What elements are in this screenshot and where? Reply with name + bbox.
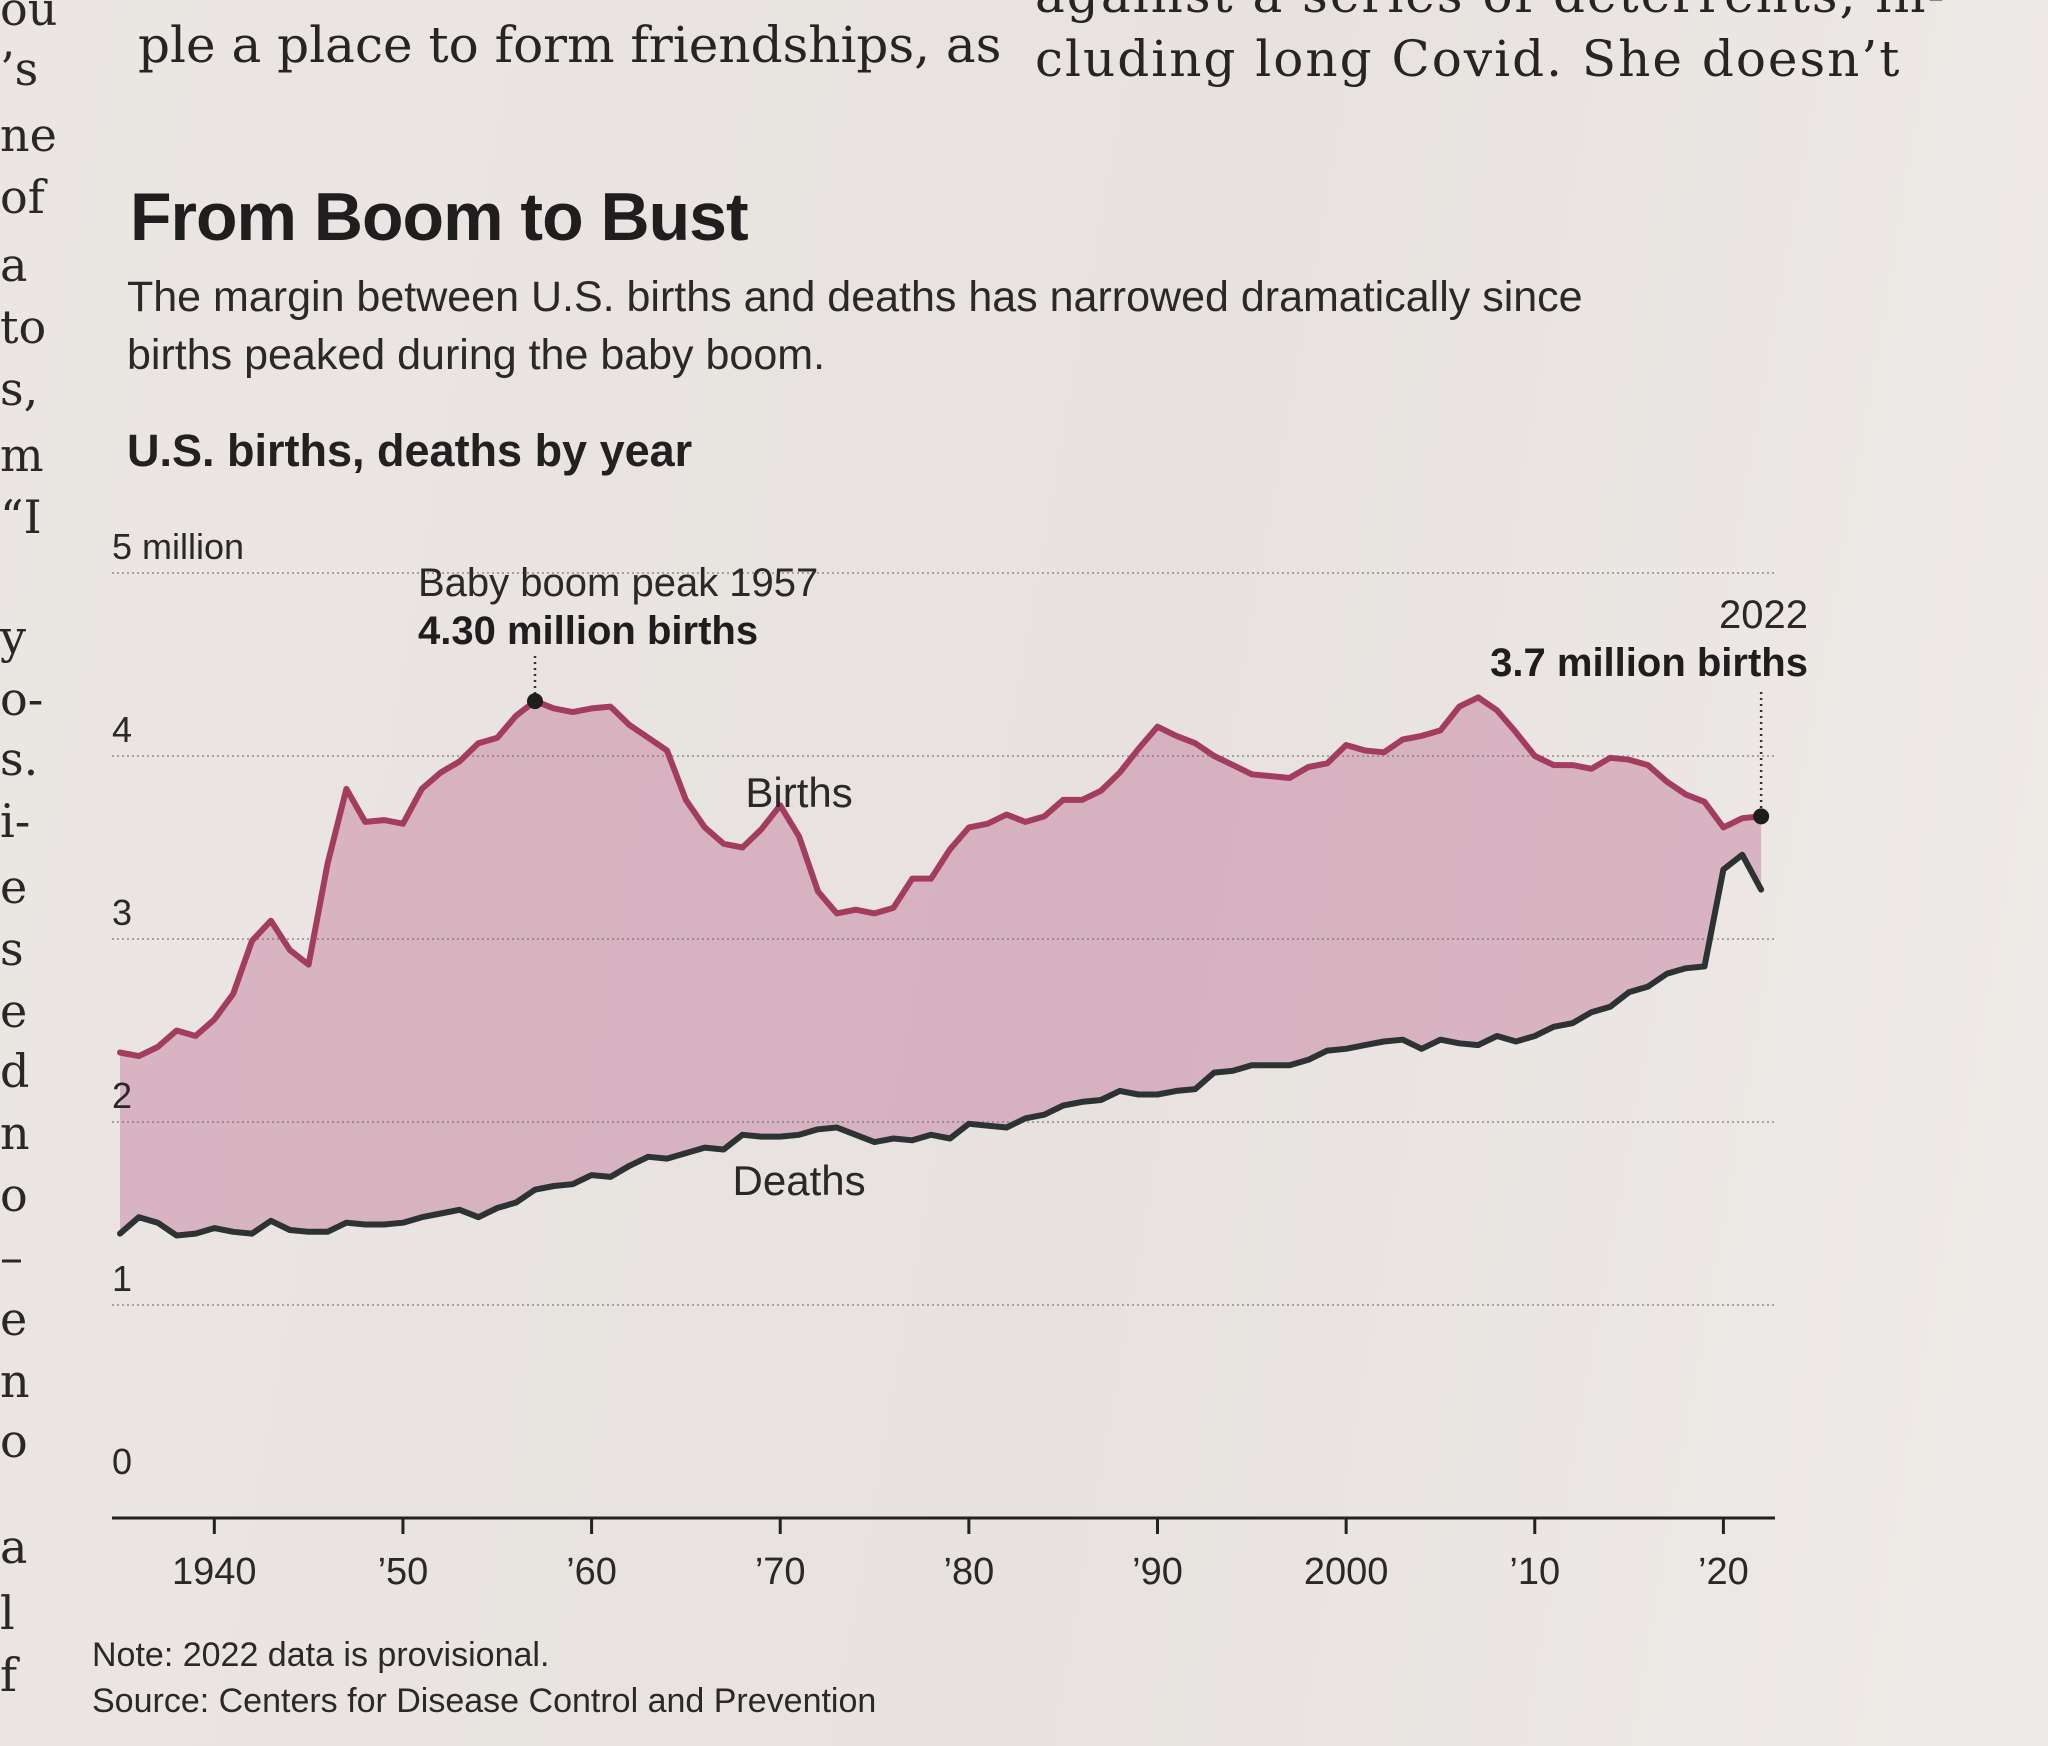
chart-heading: U.S. births, deaths by year <box>127 425 693 476</box>
article-text-right: cluding long Covid. She doesn’t <box>1035 30 1902 88</box>
left-fragment-11: s. <box>0 732 39 786</box>
latest-label-line1: 2022 <box>1719 593 1808 637</box>
left-fragment-8: “I <box>0 490 42 544</box>
left-fragment-4: a <box>0 238 28 292</box>
y-tick-label-2: 2 <box>112 1075 132 1116</box>
y-tick-label-3: 3 <box>112 892 132 933</box>
x-tick-label-1970: ’70 <box>755 1551 806 1593</box>
left-fragment-9: y <box>0 610 26 664</box>
x-tick-label-1950: ’50 <box>378 1551 429 1593</box>
y-tick-label-4: 4 <box>112 709 132 750</box>
deaths-line <box>117 851 1765 1239</box>
births-line <box>117 694 1765 1060</box>
article-text-right-cut: against a series of deterrents, in- <box>1035 0 1946 24</box>
article-text-left: ple a place to form friendships, as <box>138 16 1002 74</box>
left-fragment-18: o <box>0 1168 28 1222</box>
latest-label-line2: 3.7 million births <box>1490 641 1808 685</box>
x-tick-label-2020: ’20 <box>1698 1551 1749 1593</box>
chart-note: Note: 2022 data is provisional. <box>92 1636 550 1674</box>
x-tick-label-2010: ’10 <box>1509 1551 1560 1593</box>
left-fragment-5: to <box>0 300 47 354</box>
left-fragment-14: s <box>0 922 24 976</box>
left-fragment-10: o- <box>0 672 44 726</box>
chart-source: Source: Centers for Disease Control and … <box>92 1682 877 1720</box>
left-fragment-2: ne <box>0 108 57 162</box>
left-fragment-20: e <box>0 1292 28 1346</box>
left-fragment-1: ’s <box>0 42 39 96</box>
y-tick-label-1: 1 <box>112 1258 132 1299</box>
left-fragment-12: i- <box>0 794 31 848</box>
left-fragment-15: e <box>0 984 28 1038</box>
left-fragment-0: ou <box>0 0 58 36</box>
x-tick-label-2000: 2000 <box>1304 1551 1389 1593</box>
left-fragment-17: n <box>0 1106 30 1160</box>
births-deaths-gap-area <box>120 697 1762 1236</box>
x-tick-label-1940: 1940 <box>172 1551 257 1593</box>
series-label-births: Births <box>745 769 852 816</box>
series-label-deaths: Deaths <box>733 1157 866 1204</box>
left-fragment-19: – <box>0 1230 23 1284</box>
latest-point <box>1753 808 1770 825</box>
left-fragment-22: o <box>0 1414 28 1468</box>
peak-point <box>527 693 543 710</box>
left-fragment-13: e <box>0 860 28 914</box>
left-fragment-21: n <box>0 1354 30 1408</box>
chart-title: From Boom to Bust <box>130 179 749 255</box>
x-tick-label-1990: ’90 <box>1132 1551 1183 1593</box>
left-fragment-6: s, <box>0 362 39 416</box>
peak-label-line2: 4.30 million births <box>418 609 758 653</box>
x-tick-label-1960: ’60 <box>566 1551 617 1593</box>
peak-label-line1: Baby boom peak 1957 <box>418 561 818 605</box>
left-fragment-25: f <box>0 1648 18 1702</box>
y-tick-label-5: 5 million <box>112 526 244 567</box>
x-tick-label-1980: ’80 <box>944 1551 995 1593</box>
left-fragment-3: of <box>0 170 45 224</box>
left-fragment-7: m <box>0 428 44 482</box>
left-fragment-16: d <box>0 1044 30 1098</box>
left-fragment-23: a <box>0 1520 28 1574</box>
left-fragment-24: l <box>0 1586 15 1640</box>
y-tick-label-0: 0 <box>112 1441 132 1482</box>
chart-subtitle: The margin between U.S. births and death… <box>127 273 1583 379</box>
